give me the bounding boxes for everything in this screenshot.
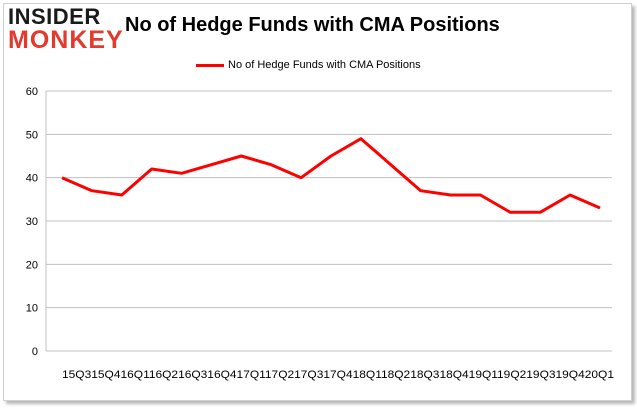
gridlines xyxy=(45,90,612,352)
legend-label: No of Hedge Funds with CMA Positions xyxy=(228,59,421,71)
logo-text-monkey: MONKEY xyxy=(8,26,124,54)
y-tick-label: 40 xyxy=(26,173,38,185)
y-tick-label: 60 xyxy=(26,86,38,98)
logo-text-insider: INSIDER xyxy=(8,4,101,29)
y-tick-label: 0 xyxy=(32,346,38,358)
chart-legend: No of Hedge Funds with CMA Positions xyxy=(196,57,421,73)
chart-title: No of Hedge Funds with CMA Positions xyxy=(125,14,500,36)
plot-area xyxy=(61,137,601,214)
series-line xyxy=(61,137,601,214)
legend-swatch xyxy=(196,63,224,67)
x-axis-tick-labels: 15Q315Q416Q116Q216Q316Q417Q117Q217Q317Q4… xyxy=(62,369,614,381)
chart-frame xyxy=(3,3,632,401)
y-axis-ticks: 0 10 20 30 40 50 60 xyxy=(26,86,38,358)
y-tick-label: 30 xyxy=(26,216,38,228)
y-tick-label: 20 xyxy=(26,259,38,271)
insider-monkey-logo: INSIDER MONKEY xyxy=(8,6,128,58)
y-tick-label: 50 xyxy=(26,129,38,141)
y-tick-label: 10 xyxy=(26,303,38,315)
